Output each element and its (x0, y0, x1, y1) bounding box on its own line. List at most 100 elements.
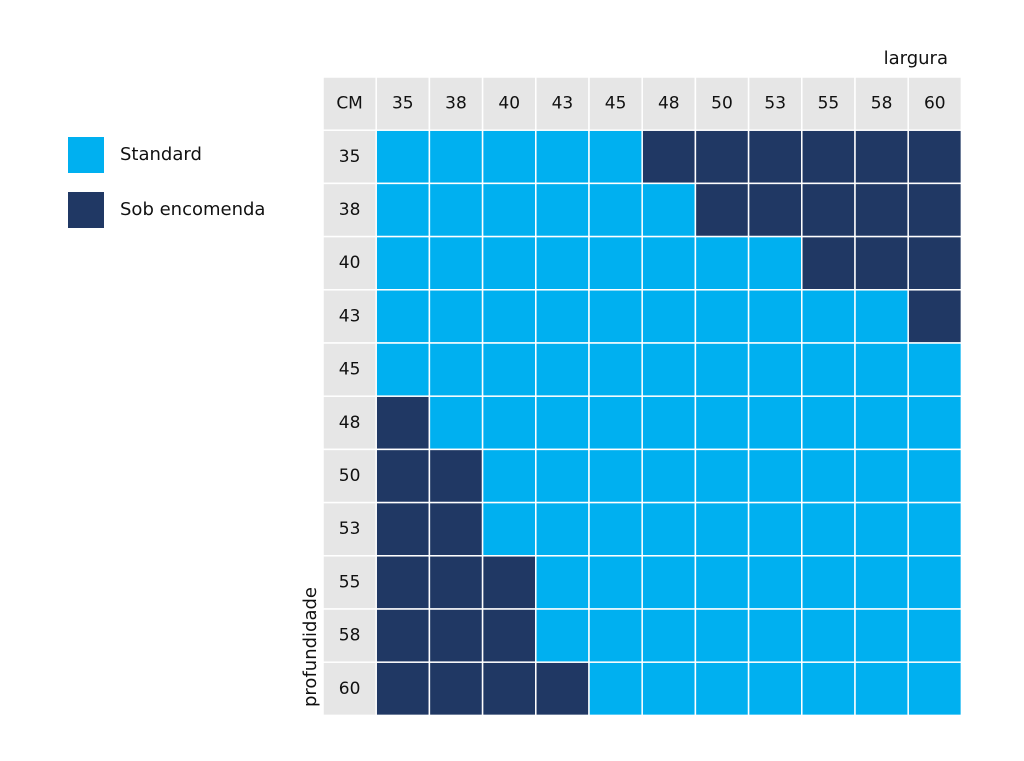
legend-swatch-sob-encomenda (68, 192, 104, 228)
cell-sob-encomenda (641, 129, 697, 185)
cell-sob-encomenda (375, 555, 431, 610)
cell-standard (481, 501, 537, 557)
cell-standard (694, 448, 750, 504)
cell-standard (535, 608, 590, 663)
cell-standard (535, 235, 590, 291)
cell-sob-encomenda (801, 235, 856, 291)
cell-standard (747, 235, 803, 291)
cell-standard (588, 342, 643, 397)
column-header-label: 53 (764, 94, 786, 114)
cell-sob-encomenda (481, 661, 537, 717)
cell-standard (641, 182, 697, 238)
cell-standard (535, 342, 590, 397)
cell-standard (907, 661, 963, 717)
column-header-cell (854, 76, 909, 131)
cell-sob-encomenda (375, 661, 431, 717)
cell-standard (747, 289, 803, 344)
cell-sob-encomenda (747, 129, 803, 185)
cell-standard (801, 555, 856, 610)
row-header-cell (322, 448, 377, 504)
cell-standard (588, 661, 643, 717)
corner-header-label: CM (336, 94, 363, 114)
row-header-cell (322, 289, 377, 344)
cell-standard (747, 395, 803, 451)
cell-standard (907, 501, 963, 557)
column-header-cell (375, 76, 431, 131)
cell-standard (375, 129, 431, 185)
cell-standard (694, 395, 750, 451)
cell-standard (854, 501, 909, 557)
legend-swatch-standard (68, 137, 104, 173)
cell-sob-encomenda (907, 289, 963, 344)
row-header-label: 48 (339, 413, 361, 433)
row-header-cell (322, 661, 377, 717)
cell-standard (801, 501, 856, 557)
row-header-cell (322, 342, 377, 397)
row-header-label: 60 (339, 679, 361, 699)
cell-standard (854, 395, 909, 451)
cell-standard (588, 129, 643, 185)
cell-standard (428, 342, 484, 397)
corner-header-cell (322, 76, 377, 131)
cell-standard (535, 129, 590, 185)
cell-standard (854, 342, 909, 397)
cell-sob-encomenda (428, 555, 484, 610)
column-header-label: 50 (711, 94, 733, 114)
cell-standard (694, 661, 750, 717)
cell-standard (801, 342, 856, 397)
cell-standard (375, 289, 431, 344)
cell-standard (747, 661, 803, 717)
cell-standard (854, 555, 909, 610)
cell-standard (588, 448, 643, 504)
column-header-label: 40 (498, 94, 520, 114)
cell-standard (588, 289, 643, 344)
cell-standard (375, 182, 431, 238)
column-header-cell (907, 76, 963, 131)
cell-sob-encomenda (907, 182, 963, 238)
column-header-cell (481, 76, 537, 131)
cell-standard (694, 501, 750, 557)
cell-standard (535, 289, 590, 344)
row-header-cell (322, 182, 377, 238)
cell-sob-encomenda (694, 129, 750, 185)
cell-standard (428, 235, 484, 291)
cell-sob-encomenda (801, 129, 856, 185)
cell-standard (641, 342, 697, 397)
cell-standard (588, 501, 643, 557)
cell-sob-encomenda (854, 129, 909, 185)
column-header-label: 38 (445, 94, 467, 114)
cell-standard (588, 395, 643, 451)
cell-standard (481, 289, 537, 344)
cell-sob-encomenda (428, 501, 484, 557)
cell-sob-encomenda (375, 501, 431, 557)
cell-standard (907, 395, 963, 451)
column-header-cell (641, 76, 697, 131)
cell-sob-encomenda (428, 448, 484, 504)
cell-standard (694, 235, 750, 291)
cell-standard (694, 608, 750, 663)
cell-standard (854, 289, 909, 344)
cell-standard (375, 342, 431, 397)
cell-standard (481, 182, 537, 238)
cell-standard (588, 235, 643, 291)
legend-label-sob-encomenda: Sob encomenda (120, 199, 266, 220)
row-header-cell (322, 555, 377, 610)
cell-standard (854, 448, 909, 504)
cell-standard (481, 129, 537, 185)
cell-standard (641, 289, 697, 344)
cell-standard (588, 182, 643, 238)
cell-standard (535, 555, 590, 610)
column-header-label: 58 (871, 94, 893, 114)
column-header-label: 43 (552, 94, 574, 114)
cell-sob-encomenda (375, 395, 431, 451)
cell-standard (641, 501, 697, 557)
row-header-cell (322, 501, 377, 557)
cell-standard (694, 555, 750, 610)
row-header-label: 38 (339, 200, 361, 220)
column-header-label: 60 (924, 94, 946, 114)
cell-standard (535, 395, 590, 451)
cell-standard (535, 501, 590, 557)
cell-sob-encomenda (854, 235, 909, 291)
cell-sob-encomenda (481, 608, 537, 663)
